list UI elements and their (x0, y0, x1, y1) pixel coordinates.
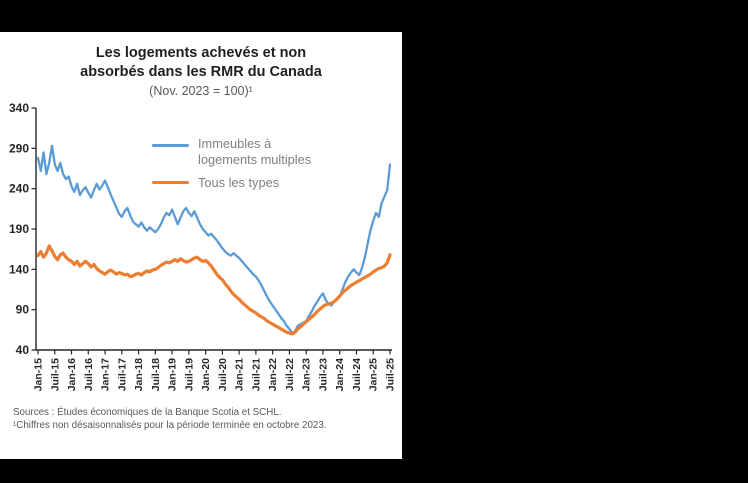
legend-label-multiples: Immeubles à logements multiples (198, 136, 312, 167)
series-line-multiples (36, 144, 392, 335)
legend: Immeubles à logements multiples Tous les… (152, 136, 324, 198)
legend-item-tous-types: Tous les types (152, 175, 324, 191)
x-axis-label: Juil-18 (150, 358, 162, 391)
x-axis-label: Jan-22 (267, 358, 279, 391)
y-axis-label: 240 (9, 182, 29, 196)
legend-item-multiples: Immeubles à logements multiples (152, 136, 324, 168)
x-axis-label: Jan-21 (234, 358, 246, 391)
x-axis-label: Jan-25 (368, 358, 380, 391)
line-chart-plot: 40 90 140 190 240 290 340 Jan-15 Juil-15 Jan-16 Ju… (9, 101, 397, 391)
y-axis-label: 90 (16, 303, 30, 317)
y-axis-label: 140 (9, 262, 29, 276)
y-axis-label: 190 (9, 222, 29, 236)
x-axis-label: Juil-17 (116, 358, 128, 391)
x-axis-label: Jan-17 (100, 358, 112, 391)
x-axis-label: Juil-20 (217, 358, 229, 391)
chart-title: Les logements achevés et non absorbés da… (80, 45, 322, 81)
legend-swatch-tous-types (152, 180, 189, 185)
x-axis-label: Juil-19 (183, 358, 195, 391)
legend-swatch-multiples (152, 144, 189, 147)
x-axis-label: Jan-15 (33, 358, 45, 391)
y-axis-label: 340 (9, 101, 29, 115)
legend-label-tous-types: Tous les types (198, 174, 280, 190)
chart-panel: Les logements achevés et non absorbés da… (0, 32, 402, 459)
footnote-line: ¹Chiffres non désaisonnalisés pour la pé… (13, 420, 327, 432)
x-axis-label: Jan-20 (200, 358, 212, 391)
x-axis-label: Jan-16 (66, 358, 78, 391)
y-axis-label: 290 (9, 141, 29, 155)
x-axis-label: Juil-21 (250, 358, 262, 391)
x-axis-label: Juil-24 (351, 358, 363, 391)
x-axis-label: Juil-16 (83, 358, 95, 391)
source-note: Sources : Études économiques de la Banqu… (13, 406, 331, 432)
x-axis-label: Juil-22 (284, 358, 296, 391)
x-axis-label: Juil-23 (317, 358, 329, 391)
source-line: Sources : Études économiques de la Banqu… (13, 407, 282, 418)
x-axis-label: Jan-18 (133, 358, 145, 391)
x-axis-label: Jan-24 (334, 358, 346, 391)
series-line-tous-types (36, 244, 392, 336)
y-axis-label: 40 (16, 343, 30, 357)
x-axis-label: Juil-25 (385, 358, 397, 391)
chart-subtitle: (Nov. 2023 = 100)¹ (149, 84, 253, 98)
x-axis-label: Jan-23 (301, 358, 313, 391)
x-axis-label: Jan-19 (167, 358, 179, 391)
x-axis-label: Juil-15 (49, 358, 61, 391)
